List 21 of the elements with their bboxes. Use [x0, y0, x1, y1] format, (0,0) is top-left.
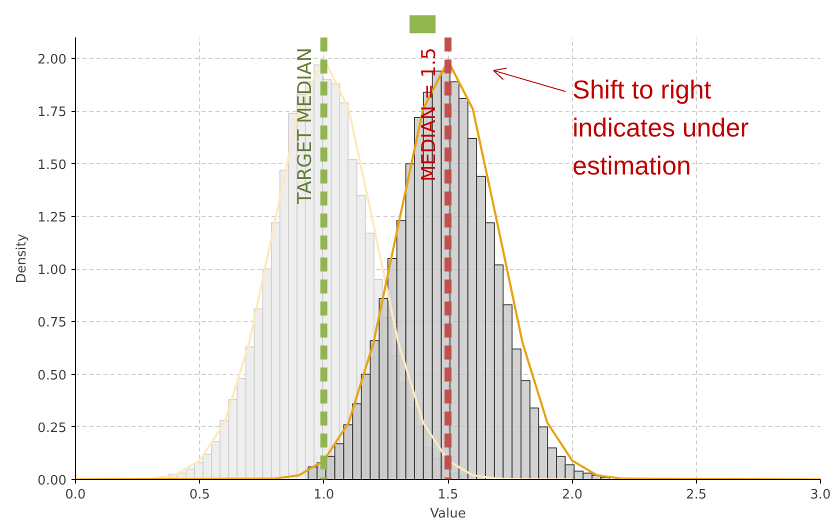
ref-line-label: MEDIAN = 1.5	[418, 47, 440, 182]
y-tick-label: 1.00	[38, 263, 67, 278]
y-tick-label: 1.50	[38, 158, 67, 173]
x-axis-title: Value	[430, 506, 466, 522]
x-tick-label: 3.0	[810, 488, 831, 502]
x-tick-label: 1.0	[313, 488, 334, 502]
y-tick-label: 0.00	[38, 474, 67, 488]
annotation: Shift to right indicates under estimation	[572, 74, 750, 180]
y-tick-label: 1.75	[38, 105, 67, 120]
x-tick-label: 0.5	[189, 488, 210, 502]
y-tick-label: 0.50	[38, 368, 67, 384]
y-tick-label: 1.25	[38, 210, 67, 226]
y-axis-title: Density	[14, 233, 30, 284]
y-tick-label: 0.75	[38, 316, 67, 331]
x-tick-label: 0.0	[65, 488, 86, 502]
y-tick-label: 0.25	[38, 420, 67, 436]
y-tick-label: 2.00	[38, 52, 67, 68]
x-tick-label: 1.5	[438, 488, 458, 502]
ref-line-label: TARGET MEDIAN	[294, 48, 316, 206]
x-tick-label: 2.5	[686, 488, 707, 502]
x-tick-label: 2.0	[562, 488, 583, 502]
